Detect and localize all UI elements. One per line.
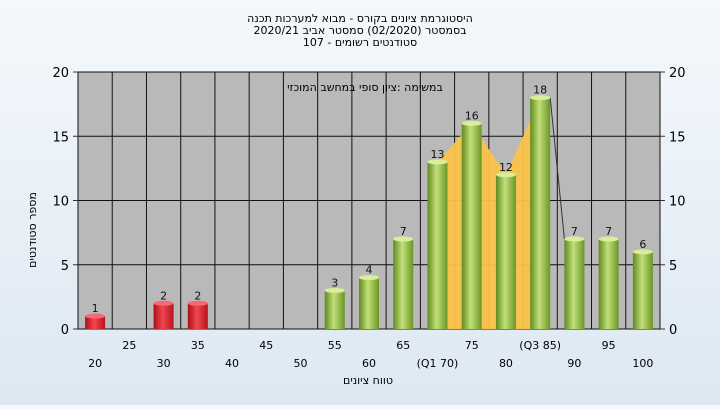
x-tick-label-lower: (Q1 70) [417,357,459,370]
x-tick-label-lower: 90 [567,357,581,370]
bar-70 [427,161,448,329]
x-tick-label-lower: 100 [632,357,653,370]
data-label-90: 7 [571,225,578,238]
bar-75 [461,123,482,330]
bar-65 [393,239,414,329]
x-tick-label-lower: 30 [157,357,171,370]
bar-top-95 [598,236,619,242]
x-tick-label-upper: (Q3 85) [519,339,561,352]
x-tick-label-lower: 60 [362,357,376,370]
y-tick-label-left: 5 [61,259,69,274]
y-tick-label-right: 5 [669,259,677,274]
y-tick-label-right: 10 [669,195,686,210]
bar-90 [564,239,585,329]
bar-top-60 [359,275,379,281]
data-label-65: 7 [400,225,407,238]
bar-80 [495,174,516,329]
x-tick-label-lower: 80 [499,357,513,370]
data-label-80: 12 [499,161,513,174]
data-label-85: 18 [533,84,547,97]
y-tick-label-left: 15 [52,130,69,145]
y-tick-label-right: 0 [669,323,677,338]
bar-top-85 [530,95,551,101]
x-tick-label-lower: 40 [225,357,239,370]
bar-55 [324,290,345,329]
data-label-30: 2 [160,289,167,302]
bar-95 [598,239,619,329]
q3-connector-line [549,97,565,240]
bar-60 [359,277,379,329]
chart-title-line-1: היסטוגרמת ציונים בקורס - מבוא למערכות תכ… [247,12,473,25]
y-tick-label-right: 20 [669,66,686,81]
bar-top-35 [187,300,208,306]
x-tick-label-upper: 55 [328,339,342,352]
chart-annotation: במשימה :ציון סופי במחשב המוכזי [287,81,443,94]
data-label-95: 7 [605,225,612,238]
chart-title-line-2: בסמסטר (02/2020) סמסטר אביב 2020/21 [253,24,466,37]
bar-top-100 [632,249,653,255]
data-label-75: 16 [465,109,479,122]
chart-title: היסטוגרמת ציונים בקורס - מבוא למערכות תכ… [247,12,473,49]
data-label-100: 6 [639,238,646,251]
bar-top-75 [461,120,482,126]
bar-35 [187,303,208,329]
bar-top-80 [495,172,516,178]
x-tick-label-lower: 20 [88,357,102,370]
x-axis-ticks: 25 35 45 55 65 75 (Q3 85) 95 20 30 40 50 60 (Q1 70) 80… [88,339,653,370]
data-label-55: 3 [331,276,338,289]
x-tick-label-lower: 50 [294,357,308,370]
x-tick-label-upper: 45 [259,339,273,352]
chart-title-line-3: סטודנטים רשומים - 107 [303,36,417,49]
bar-top-70 [427,159,448,165]
data-label-60: 4 [366,264,373,277]
bar-top-90 [564,236,585,242]
x-tick-label-upper: 35 [191,339,205,352]
x-tick-label-upper: 95 [602,339,616,352]
bar-85 [530,97,551,329]
y-axis-left: 0 5 10 15 20 [52,66,78,338]
y-axis-title: מספר סטודנטים [26,192,39,268]
bar-30 [153,303,174,329]
x-axis-title: טווח ציונים [343,374,393,387]
bar-20 [85,316,106,329]
data-label-35: 2 [194,289,201,302]
bar-100 [632,251,653,329]
bar-top-20 [85,313,106,319]
bar-top-55 [324,287,345,293]
x-tick-label-upper: 25 [122,339,136,352]
y-axis-right: 0 5 10 15 20 [660,66,686,338]
y-tick-label-right: 15 [669,130,686,145]
y-tick-label-left: 10 [52,195,69,210]
data-label-70: 13 [430,148,444,161]
data-label-20: 1 [92,302,99,315]
x-tick-label-upper: 75 [465,339,479,352]
bar-top-30 [153,300,174,306]
y-tick-label-left: 0 [61,323,69,338]
y-tick-label-left: 20 [52,66,69,81]
bar-top-65 [393,236,414,242]
x-tick-label-upper: 65 [396,339,410,352]
